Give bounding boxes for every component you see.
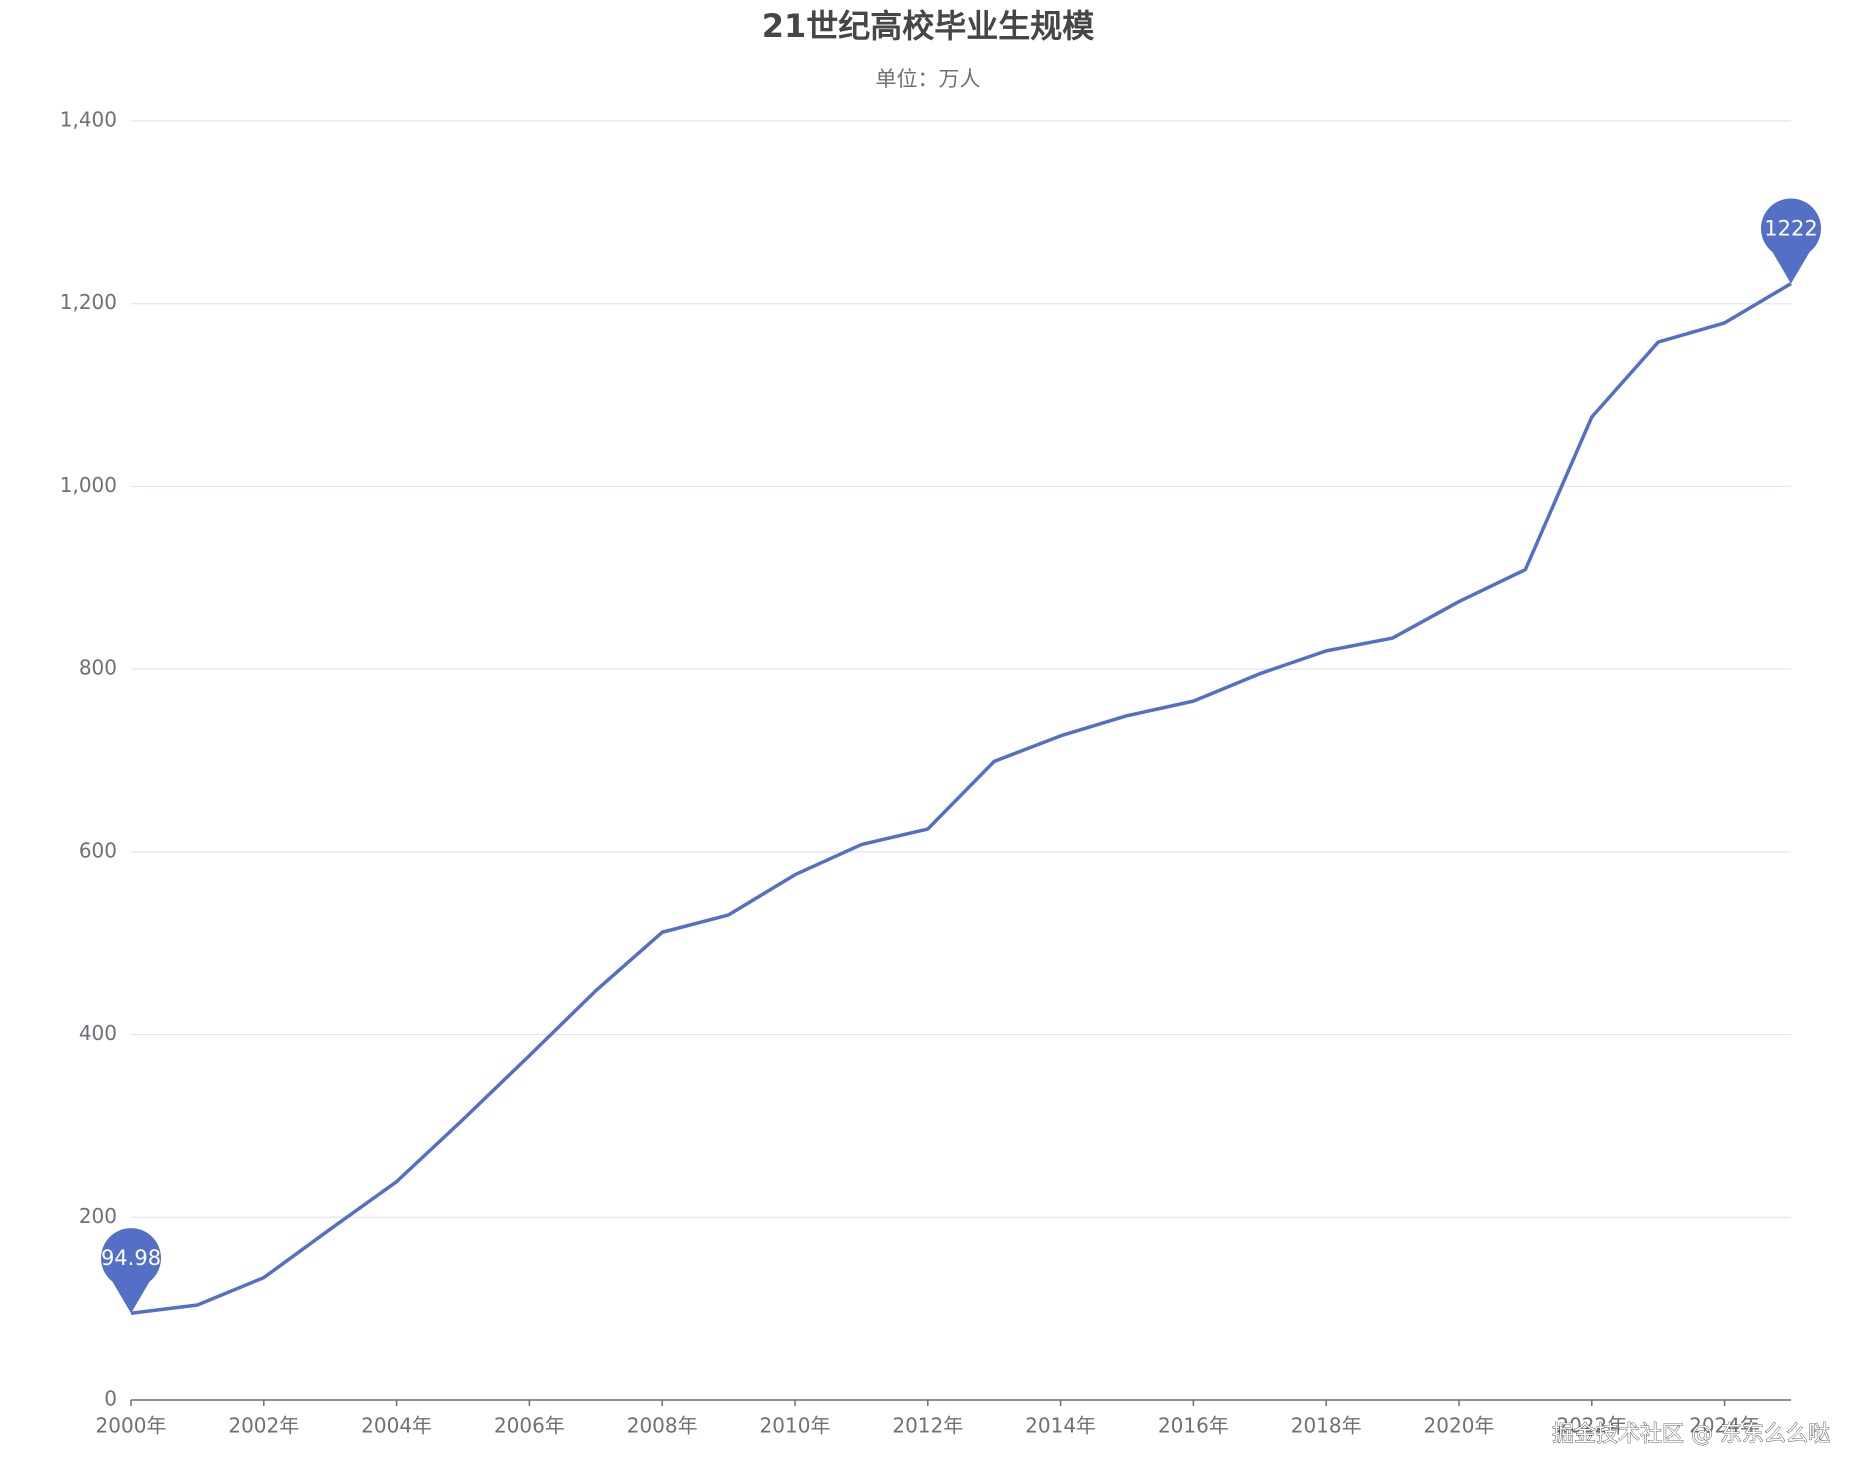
- x-tick-label: 2022年: [1556, 1414, 1627, 1438]
- x-tick-label: 2002年: [228, 1414, 299, 1438]
- x-tick-label: 2000年: [96, 1414, 167, 1438]
- y-tick-label: 800: [79, 656, 117, 680]
- pin-label: 94.98: [101, 1246, 161, 1270]
- y-tick-label: 400: [79, 1021, 117, 1045]
- x-tick-label: 2010年: [760, 1414, 831, 1438]
- pin-label: 1222: [1764, 217, 1817, 241]
- x-tick-label: 2020年: [1424, 1414, 1495, 1438]
- x-tick-label: 2012年: [892, 1414, 963, 1438]
- y-tick-label: 1,200: [60, 290, 117, 314]
- watermark: 掘金技术社区 @ 东东么么哒: [1552, 1422, 1830, 1447]
- x-tick-label: 2018年: [1291, 1414, 1362, 1438]
- pin: [1761, 198, 1822, 284]
- y-tick-label: 0: [104, 1387, 117, 1411]
- chart-title: 21世纪高校毕业生规模: [762, 7, 1095, 45]
- y-tick-label: 1,000: [60, 473, 117, 497]
- pin: [100, 1228, 161, 1314]
- x-tick-label: 2006年: [494, 1414, 565, 1438]
- x-tick-label: 2024年: [1689, 1414, 1760, 1438]
- line: [130, 282, 1792, 1315]
- y-tick-label: 600: [79, 838, 117, 862]
- y-tick-label: 200: [79, 1204, 117, 1228]
- chart-subtitle: 单位：万人: [876, 67, 981, 91]
- x-tick-label: 2008年: [627, 1414, 698, 1438]
- x-tick-label: 2014年: [1025, 1414, 1096, 1438]
- x-tick-label: 2004年: [361, 1414, 432, 1438]
- x-tick-label: 2016年: [1158, 1414, 1229, 1438]
- y-tick-label: 1,400: [60, 108, 117, 132]
